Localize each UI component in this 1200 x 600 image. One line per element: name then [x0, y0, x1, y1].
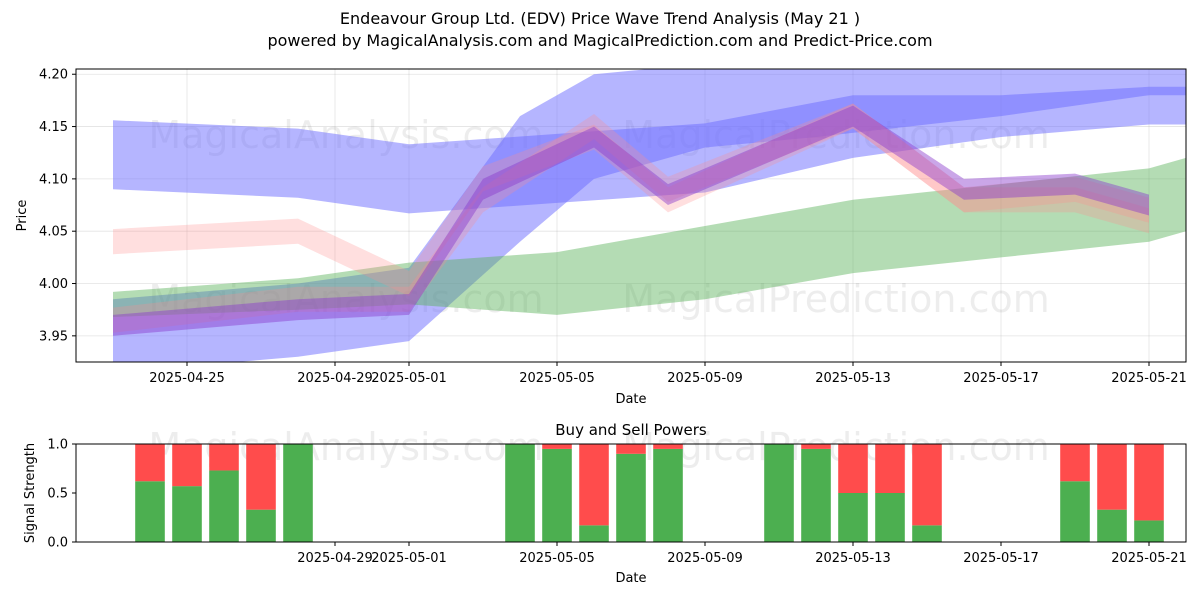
buy-bar [209, 470, 239, 542]
x-tick-label: 2025-05-01 [371, 551, 447, 566]
sell-bar [616, 444, 646, 454]
price-band-red [113, 103, 1149, 297]
x-tick-label: 2025-05-01 [371, 371, 447, 386]
sell-bar [653, 444, 683, 449]
buy-bar [764, 444, 794, 542]
buy-bar [801, 448, 831, 542]
sell-bar [912, 444, 942, 526]
x-tick-label: 2025-04-29 [297, 551, 373, 566]
x-tick-label: 2025-05-13 [815, 551, 891, 566]
band-group [113, 69, 1186, 362]
x-tick-label: 2025-04-25 [149, 371, 225, 386]
buy-bar [653, 448, 683, 542]
sell-bar [1134, 444, 1164, 521]
x-tick-label: 2025-05-17 [963, 551, 1039, 566]
y-axis-label: Signal Strength [23, 443, 38, 543]
y-tick-label: 4.00 [39, 277, 68, 292]
buy-bar [875, 493, 905, 542]
sell-bar [838, 444, 868, 493]
y-tick-label: 1.0 [47, 438, 68, 453]
y-tick-label: 3.95 [39, 329, 68, 344]
buy-bar [616, 453, 646, 542]
y-tick-label: 0.5 [47, 487, 68, 502]
buy-bar [838, 493, 868, 542]
buy-bar [246, 509, 276, 542]
buy-bar [135, 481, 165, 542]
x-axis-label: Date [615, 571, 646, 586]
sell-bar [1060, 444, 1090, 482]
chart-title: Endeavour Group Ltd. (EDV) Price Wave Tr… [339, 9, 861, 28]
sell-bar [246, 444, 276, 510]
y-tick-label: 4.05 [39, 225, 68, 240]
signal-panel: Buy and Sell Powers MagicalAnalysis.com Ma… [23, 421, 1187, 586]
price-band-red [113, 103, 1149, 333]
price-band-purple [113, 105, 1149, 336]
watermark-text: MagicalPrediction.com [622, 425, 1050, 469]
sell-bar [875, 444, 905, 493]
chart-subtitle: powered by MagicalAnalysis.com and Magic… [267, 31, 933, 50]
sell-bar [801, 444, 831, 449]
y-tick-label: 0.0 [47, 536, 68, 551]
x-tick-label: 2025-05-05 [519, 371, 595, 386]
x-axis-label: Date [615, 392, 646, 407]
watermark-text: MagicalAnalysis.com [148, 425, 543, 469]
buy-bar [172, 486, 202, 542]
x-tick-label: 2025-05-21 [1111, 371, 1187, 386]
y-tick-label: 4.15 [39, 120, 68, 135]
buy-bar [283, 444, 313, 542]
sell-bar [135, 444, 165, 482]
sell-bar [172, 444, 202, 487]
price-band-green [113, 157, 1186, 317]
sell-bar [209, 444, 239, 471]
sell-bar [542, 444, 572, 449]
x-tick-label: 2025-04-29 [297, 371, 373, 386]
price-band-blue [113, 69, 1186, 362]
x-tick-label: 2025-05-13 [815, 371, 891, 386]
y-tick-label: 4.20 [39, 68, 68, 83]
buy-bar [579, 525, 609, 542]
watermark-text: MagicalPrediction.com [622, 277, 1050, 321]
signal-title: Buy and Sell Powers [555, 421, 707, 439]
x-tick-label: 2025-05-09 [667, 371, 743, 386]
x-tick-label: 2025-05-21 [1111, 551, 1187, 566]
buy-bar [505, 444, 535, 542]
y-axis-label: Price [15, 200, 30, 232]
x-tick-label: 2025-05-09 [667, 551, 743, 566]
x-tick-label: 2025-05-05 [519, 551, 595, 566]
sell-bar [1097, 444, 1127, 510]
buy-bar [912, 525, 942, 542]
sell-bar [579, 444, 609, 526]
price-panel: MagicalAnalysis.comMagicalPrediction.com… [15, 68, 1187, 407]
y-tick-label: 4.10 [39, 172, 68, 187]
x-tick-label: 2025-05-17 [963, 371, 1039, 386]
buy-bar [542, 448, 572, 542]
buy-bar [1097, 509, 1127, 542]
buy-bar [1060, 481, 1090, 542]
plot-frame [75, 68, 1187, 363]
buy-bar [1134, 520, 1164, 542]
